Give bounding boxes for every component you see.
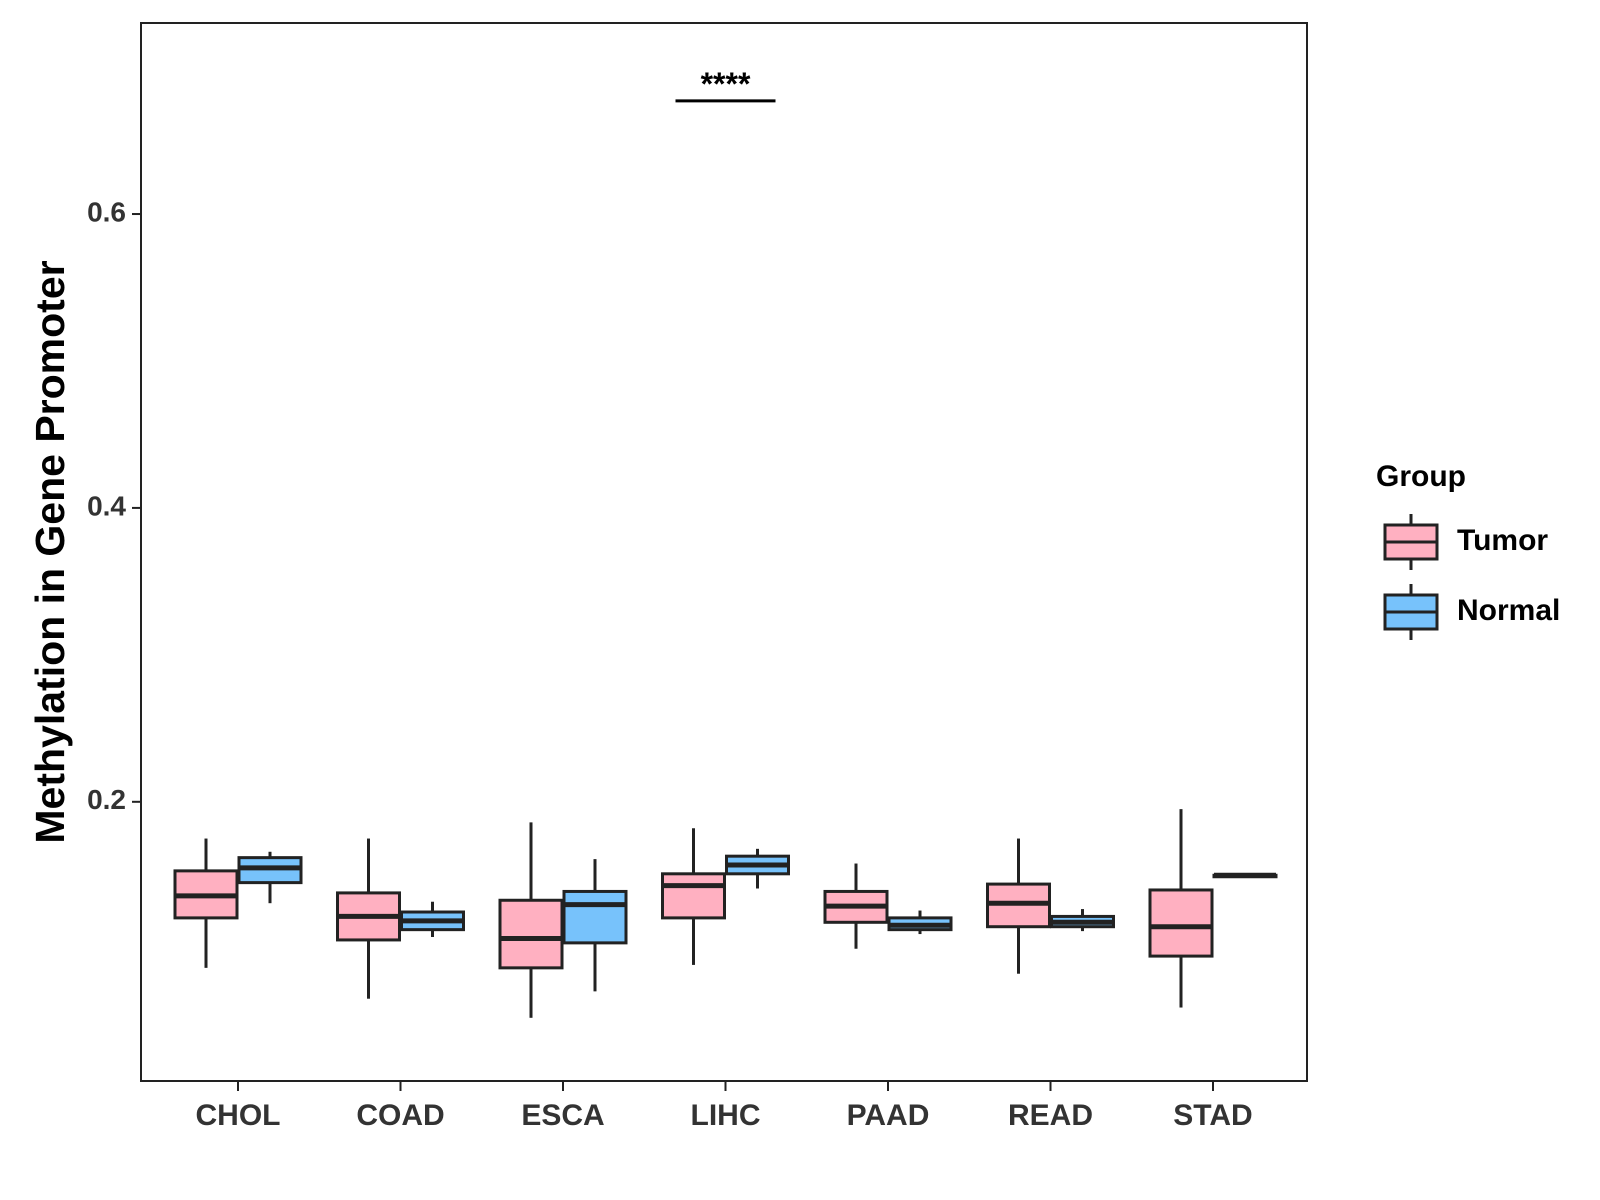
box-tumor-chol: [173, 838, 239, 968]
box-tumor-lihc: [661, 828, 726, 965]
box-normal-stad: [1212, 872, 1278, 879]
x-tick-label-paad: PAAD: [847, 1099, 930, 1132]
legend: Group Tumor Normal: [1376, 460, 1560, 640]
x-axis: CHOL COAD ESCA LIHC PAAD READ STAD: [196, 1081, 1253, 1132]
box-tumor-paad: [823, 863, 889, 949]
x-tick-label-coad: COAD: [356, 1099, 444, 1132]
y-axis: 0.2 0.4 0.6: [87, 196, 141, 815]
legend-title: Group: [1376, 460, 1466, 493]
box-tumor-esca: [498, 822, 564, 1018]
box-tumor-stad: [1148, 809, 1214, 1008]
y-tick-label: 0.4: [87, 490, 126, 521]
box-tumor-read: [986, 838, 1051, 974]
box-tumor-coad: [336, 838, 401, 999]
x-tick-label-lihc: LIHC: [691, 1099, 761, 1132]
box-normal-lihc: [725, 848, 790, 889]
legend-label-tumor: Tumor: [1457, 524, 1548, 557]
box-normal-paad: [887, 910, 953, 935]
box-normal-coad: [400, 901, 465, 937]
y-tick-label: 0.6: [87, 196, 126, 227]
legend-label-normal: Normal: [1457, 594, 1560, 627]
box-iqr: [498, 898, 564, 970]
y-axis-title: Methylation in Gene Promoter: [27, 260, 73, 843]
significance-label: ****: [701, 66, 751, 102]
box-iqr: [562, 889, 628, 945]
box-normal-read: [1050, 909, 1115, 932]
plot-panel-border: [140, 22, 1308, 1082]
x-tick-label-chol: CHOL: [196, 1099, 281, 1132]
x-tick-label-esca: ESCA: [521, 1099, 604, 1132]
box-iqr: [1148, 888, 1214, 958]
x-tick-label-read: READ: [1008, 1099, 1093, 1132]
box-normal-esca: [562, 859, 628, 992]
legend-entry-normal: Normal: [1383, 584, 1560, 640]
box-iqr: [661, 872, 726, 920]
x-tick-label-stad: STAD: [1173, 1099, 1252, 1132]
legend-entry-tumor: Tumor: [1383, 514, 1548, 570]
plot-marks: ****: [173, 66, 1278, 1018]
box-normal-chol: [237, 851, 303, 904]
y-tick-label: 0.2: [87, 784, 126, 815]
